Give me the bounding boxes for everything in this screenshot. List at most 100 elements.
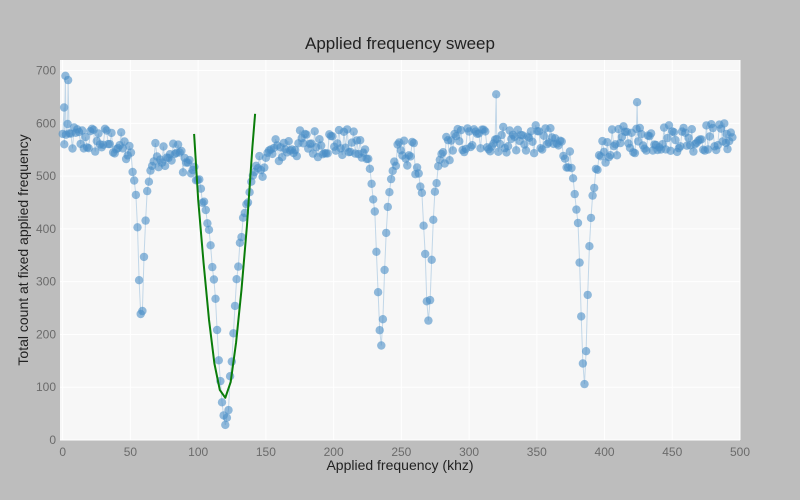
data-point	[167, 156, 176, 165]
data-point	[144, 177, 154, 186]
chart-title: Applied frequency sweep	[305, 34, 495, 53]
data-point	[406, 152, 415, 161]
x-tick-label: 300	[459, 445, 479, 459]
data-point	[512, 146, 521, 155]
data-point	[448, 146, 457, 155]
data-point	[424, 316, 433, 325]
data-point	[323, 149, 332, 158]
data-point	[383, 202, 392, 212]
data-point	[133, 223, 142, 232]
data-point	[637, 129, 646, 139]
data-point	[128, 167, 137, 177]
data-point	[380, 265, 389, 275]
data-point	[588, 191, 597, 200]
data-point	[669, 128, 679, 137]
data-point	[201, 205, 210, 215]
data-point	[526, 127, 536, 136]
data-point	[539, 131, 549, 140]
data-point	[606, 151, 615, 160]
data-point	[414, 169, 423, 178]
data-point	[230, 301, 240, 311]
data-point	[139, 252, 149, 262]
data-point	[573, 218, 583, 228]
data-point	[632, 98, 642, 107]
data-point	[237, 232, 246, 242]
data-point	[671, 135, 680, 145]
data-point	[59, 103, 69, 112]
data-point	[557, 137, 566, 146]
data-point	[577, 312, 586, 321]
data-point	[417, 188, 427, 197]
data-point	[292, 151, 301, 161]
data-point	[260, 163, 269, 172]
x-tick-label: 500	[730, 445, 750, 459]
data-point	[427, 255, 436, 264]
data-point	[185, 155, 194, 165]
data-point	[492, 90, 501, 99]
data-point	[315, 135, 324, 144]
data-point	[360, 145, 370, 154]
data-point	[365, 164, 375, 173]
data-point	[234, 262, 243, 271]
data-point	[68, 144, 77, 153]
data-point	[212, 325, 222, 335]
data-point	[567, 163, 576, 173]
data-point	[703, 145, 713, 154]
data-point	[190, 162, 199, 171]
data-point	[143, 186, 152, 196]
data-point	[232, 275, 241, 284]
data-point	[159, 142, 168, 151]
data-point	[203, 219, 212, 228]
x-tick-label: 150	[256, 445, 276, 459]
data-point	[338, 150, 347, 160]
data-point	[728, 133, 737, 142]
y-tick-label: 600	[36, 116, 56, 130]
data-point	[107, 128, 116, 138]
data-point	[409, 138, 418, 148]
data-point	[208, 262, 217, 272]
data-point	[723, 144, 732, 154]
data-point	[612, 151, 622, 160]
x-tick-labels: 0 50 100 150 200 250 300 350 400 450 500	[59, 445, 750, 459]
data-point	[94, 129, 103, 138]
y-tick-labels: 0 100 200 300 400 500 600 700	[36, 64, 56, 447]
data-point	[377, 341, 386, 350]
data-point	[178, 168, 188, 177]
data-point	[663, 133, 672, 143]
data-point	[720, 119, 729, 128]
data-point	[529, 149, 539, 158]
data-point	[221, 420, 230, 430]
data-point	[378, 315, 388, 324]
data-point	[676, 142, 685, 151]
data-point	[343, 125, 352, 134]
data-point	[382, 228, 391, 238]
data-point	[373, 288, 383, 297]
fit-line	[193, 113, 257, 399]
data-point	[60, 140, 69, 149]
data-point	[705, 132, 714, 141]
data-point	[138, 306, 147, 316]
data-point	[84, 144, 93, 153]
data-point	[63, 75, 73, 85]
y-tick-label: 200	[36, 327, 56, 341]
data-point	[593, 165, 602, 174]
data-point	[130, 176, 139, 185]
data-point	[217, 398, 227, 407]
data-point	[173, 140, 183, 149]
y-tick-label: 400	[36, 222, 56, 236]
data-point	[578, 359, 588, 368]
data-point	[91, 147, 100, 156]
data-point	[196, 184, 206, 193]
data-point	[708, 123, 718, 133]
y-tick-label: 300	[36, 275, 56, 289]
data-point	[521, 146, 531, 155]
data-point	[581, 347, 591, 356]
x-tick-label: 250	[391, 445, 411, 459]
data-point	[575, 258, 584, 267]
data-point	[568, 174, 578, 183]
data-point	[481, 127, 490, 136]
data-point	[310, 127, 319, 136]
data-point	[684, 133, 693, 143]
data-point	[386, 174, 396, 184]
data-point	[580, 379, 589, 389]
